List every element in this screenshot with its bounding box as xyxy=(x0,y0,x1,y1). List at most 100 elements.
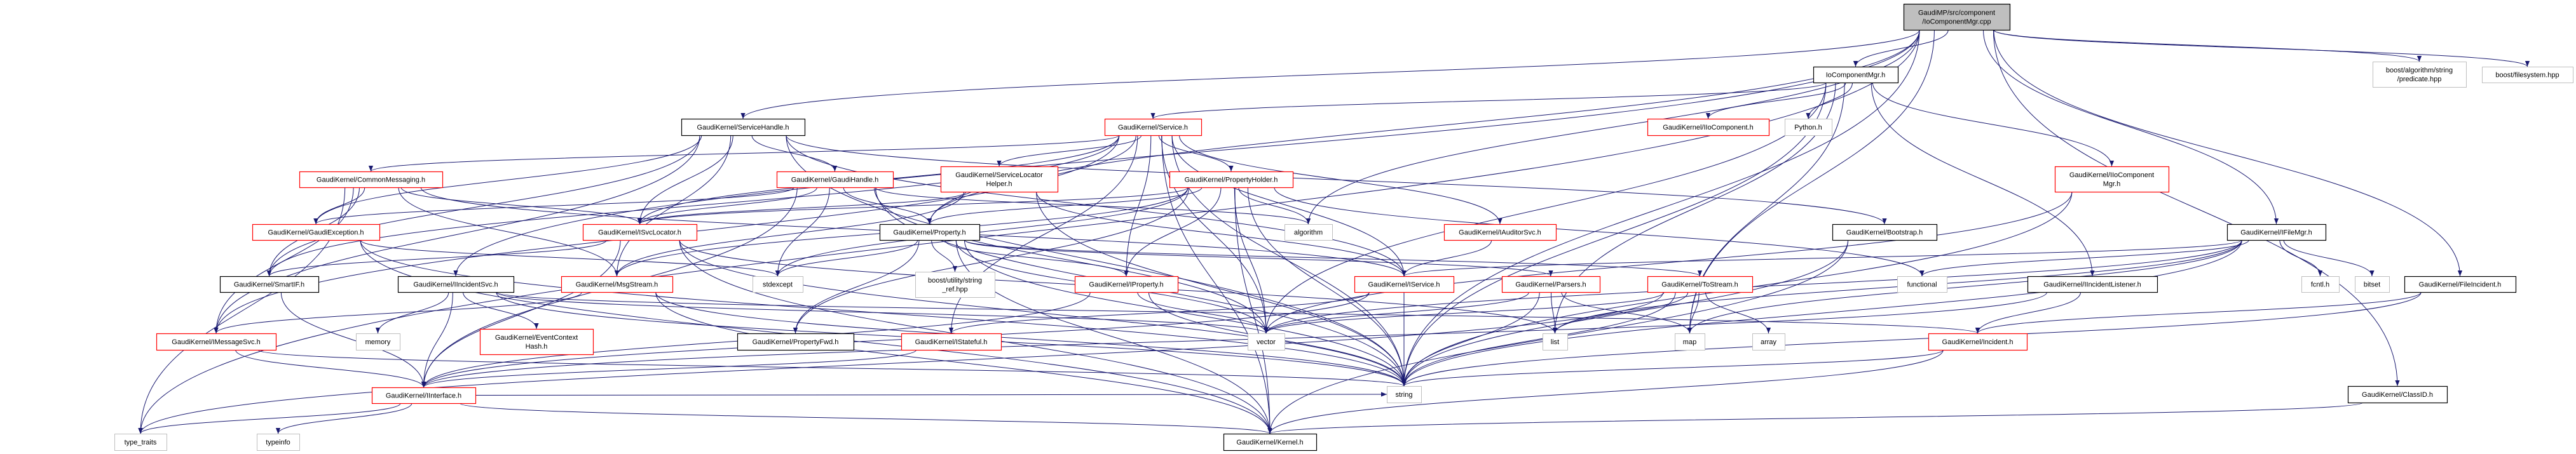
node-string[interactable]: string xyxy=(1387,386,1422,403)
edge-incident-to-kernel xyxy=(1267,349,1944,434)
node-ifilemgr[interactable]: GaudiKernel/IFileMgr.h xyxy=(2226,224,2327,241)
node-box xyxy=(1543,333,1568,351)
edge-svchandle-to-gaudiexc xyxy=(313,135,702,225)
node-propfwd[interactable]: GaudiKernel/PropertyFwd.h xyxy=(737,333,855,351)
node-kernel[interactable]: GaudiKernel/Kernel.h xyxy=(1223,433,1318,451)
node-iinclistener[interactable]: GaudiKernel/IIncidentListener.h xyxy=(2027,276,2158,293)
node-label: GaudiMP/src/component xyxy=(1918,10,1995,17)
edge-root-to-string xyxy=(1401,29,1920,387)
node-map[interactable]: map xyxy=(1675,333,1705,351)
node-box xyxy=(915,272,995,298)
edge-iinterface-to-typeinfo xyxy=(275,403,412,434)
node-box xyxy=(1647,118,1770,137)
node-label: /predicate.hpp xyxy=(2397,76,2442,83)
node-imsgsvc[interactable]: GaudiKernel/IMessageSvc.h xyxy=(156,333,277,351)
node-algorithm[interactable]: algorithm xyxy=(1285,224,1333,241)
node-functional[interactable]: functional xyxy=(1897,276,1947,293)
node-box xyxy=(1832,224,1938,241)
node-typeinfo[interactable]: typeinfo xyxy=(257,434,300,451)
node-iservice[interactable]: GaudiKernel/IService.h xyxy=(1354,276,1455,293)
node-array[interactable]: array xyxy=(1752,333,1785,351)
node-list[interactable]: list xyxy=(1543,333,1568,351)
node-typetraits[interactable]: type_traits xyxy=(114,434,167,451)
edge-propholder-to-isvcloc xyxy=(637,187,1189,225)
edge-iocmgr-to-service xyxy=(1150,82,1827,119)
edge-parsers-to-map xyxy=(1561,291,1693,334)
edge-imsgsvc-to-string xyxy=(257,349,1407,387)
node-iiocomp[interactable]: GaudiKernel/IIoComponent.h xyxy=(1647,118,1770,137)
node-box xyxy=(257,434,300,451)
edge-parsers-to-vector xyxy=(1264,291,1529,334)
node-svchandle[interactable]: GaudiKernel/ServiceHandle.h xyxy=(681,118,806,137)
node-propholder[interactable]: GaudiKernel/PropertyHolder.h xyxy=(1169,171,1294,189)
node-stdexcept[interactable]: stdexcept xyxy=(753,276,803,293)
edge-service-to-iservice xyxy=(1171,135,1407,277)
node-fileinc[interactable]: GaudiKernel/FileIncident.h xyxy=(2404,276,2517,293)
node-root[interactable]: GaudiMP/src/component/IoComponentMgr.cpp xyxy=(1903,3,2011,31)
edge-isvcloc-to-string xyxy=(679,239,1407,387)
edge-isvcloc-to-iinterface xyxy=(421,239,621,388)
edge-root-to-property xyxy=(927,29,1920,225)
node-bitset[interactable]: bitset xyxy=(2355,276,2390,293)
edge-propholder-to-vector xyxy=(1234,187,1269,334)
edge-property-to-propfwd xyxy=(793,239,920,334)
node-label: GaudiKernel/Kernel.h xyxy=(1236,439,1303,446)
node-box xyxy=(681,118,806,137)
edge-msgstream-to-string xyxy=(655,291,1407,387)
node-isvcloc[interactable]: GaudiKernel/ISvcLocator.h xyxy=(582,224,698,241)
node-classid[interactable]: GaudiKernel/ClassID.h xyxy=(2347,385,2448,404)
node-service[interactable]: GaudiKernel/Service.h xyxy=(1104,118,1203,137)
node-filesystem[interactable]: boost/filesystem.hpp xyxy=(2482,67,2573,83)
edge-iinterface-to-typetraits xyxy=(138,403,401,434)
node-box xyxy=(1387,386,1422,403)
edge-parsers-to-list xyxy=(1551,291,1558,334)
node-label: GaudiKernel/IIncidentListener.h xyxy=(2043,281,2141,289)
edge-iinclistener-to-incident xyxy=(1975,291,2082,334)
node-predicate[interactable]: boost/algorithm/string/predicate.hpp xyxy=(2373,62,2467,88)
node-python[interactable]: Python.h xyxy=(1785,119,1832,136)
edge-iincsvc-to-evctxhash xyxy=(463,291,539,330)
node-vector[interactable]: vector xyxy=(1248,333,1285,351)
node-tostream[interactable]: GaudiKernel/ToStream.h xyxy=(1647,276,1754,293)
node-box xyxy=(1647,276,1754,293)
node-iinterface[interactable]: GaudiKernel/IInterface.h xyxy=(371,387,477,404)
edge-gaudihandle-to-stdexcept xyxy=(775,187,830,277)
node-iproperty[interactable]: GaudiKernel/IProperty.h xyxy=(1074,276,1179,293)
edge-slhelper-to-isvcloc xyxy=(637,191,967,225)
node-incident[interactable]: GaudiKernel/Incident.h xyxy=(1928,333,2028,351)
node-msgstream[interactable]: GaudiKernel/MsgStream.h xyxy=(561,276,674,293)
node-memory[interactable]: memory xyxy=(356,333,400,351)
edge-root-to-iocmgr xyxy=(1853,29,1949,67)
node-property[interactable]: GaudiKernel/Property.h xyxy=(879,224,981,241)
node-box xyxy=(2355,276,2390,293)
node-istateful[interactable]: GaudiKernel/IStateful.h xyxy=(901,333,1002,351)
node-gaudihandle[interactable]: GaudiKernel/GaudiHandle.h xyxy=(776,171,894,189)
node-gaudiexc[interactable]: GaudiKernel/GaudiException.h xyxy=(252,224,381,241)
edge-property-to-string xyxy=(964,239,1407,387)
node-box xyxy=(1223,433,1318,451)
node-commonmsg[interactable]: GaudiKernel/CommonMessaging.h xyxy=(299,171,444,189)
edge-istateful-to-iinterface xyxy=(421,349,917,388)
edge-gaudiexc-to-stdexcept xyxy=(360,239,780,277)
node-box xyxy=(940,166,1059,193)
node-label: GaudiKernel/ToStream.h xyxy=(1661,281,1738,289)
edge-property-to-stdexcept xyxy=(775,239,918,277)
node-label: GaudiKernel/Service.h xyxy=(1118,124,1188,131)
node-label: GaudiKernel/EventContext xyxy=(495,334,578,342)
node-iincsvc[interactable]: GaudiKernel/IIncidentSvc.h xyxy=(397,276,515,293)
node-stringref[interactable]: boost/utility/string _ref.hpp xyxy=(915,272,995,298)
node-fcntl[interactable]: fcntl.h xyxy=(2301,276,2340,293)
node-smartif[interactable]: GaudiKernel/SmartIF.h xyxy=(219,276,320,293)
node-label: GaudiKernel/IInterface.h xyxy=(386,392,461,400)
node-box xyxy=(1897,276,1947,293)
node-box xyxy=(479,328,594,356)
node-iocmgr[interactable]: IoComponentMgr.h xyxy=(1813,66,1899,84)
node-box xyxy=(1104,118,1203,137)
node-bootstrap[interactable]: GaudiKernel/Bootstrap.h xyxy=(1832,224,1938,241)
node-iauditor[interactable]: GaudiKernel/IAuditorSvc.h xyxy=(1443,224,1557,241)
node-parsers[interactable]: GaudiKernel/Parsers.h xyxy=(1501,276,1601,293)
node-box xyxy=(2404,276,2517,293)
